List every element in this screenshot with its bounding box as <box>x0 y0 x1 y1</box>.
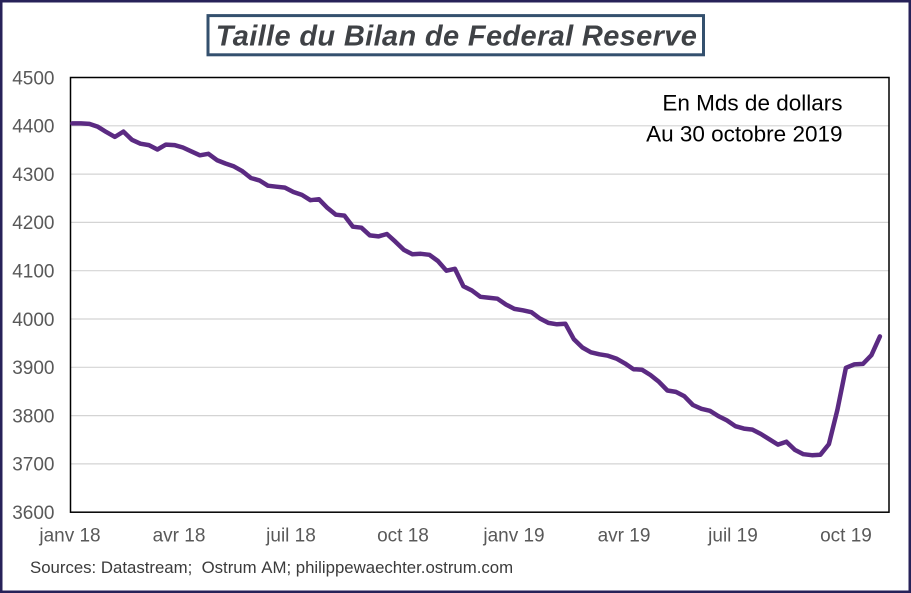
svg-text:3700: 3700 <box>12 455 54 476</box>
svg-text:juil 19: juil 19 <box>707 526 758 547</box>
svg-text:3800: 3800 <box>12 406 54 427</box>
svg-text:4200: 4200 <box>12 213 54 234</box>
svg-text:oct 18: oct 18 <box>377 526 429 547</box>
svg-text:janv 19: janv 19 <box>482 526 544 547</box>
svg-text:4100: 4100 <box>12 262 54 283</box>
svg-text:Sources: Datastream; Ostrum A: Sources: Datastream; Ostrum AM; philippe… <box>30 558 513 577</box>
svg-text:3600: 3600 <box>12 503 54 524</box>
svg-text:4400: 4400 <box>12 117 54 138</box>
svg-text:Taille du Bilan de Federal Res: Taille du Bilan de Federal Reserve <box>216 21 697 53</box>
svg-text:avr 18: avr 18 <box>153 526 206 547</box>
svg-text:janv 18: janv 18 <box>38 526 100 547</box>
svg-text:juil 18: juil 18 <box>265 526 316 547</box>
svg-text:4300: 4300 <box>12 165 54 186</box>
svg-text:En Mds de dollars: En Mds de dollars <box>662 91 842 116</box>
svg-text:4500: 4500 <box>12 68 54 89</box>
svg-text:oct 19: oct 19 <box>820 526 872 547</box>
svg-text:3900: 3900 <box>12 358 54 379</box>
svg-text:Au 30 octobre 2019: Au 30 octobre 2019 <box>646 122 842 147</box>
svg-text:avr 19: avr 19 <box>598 526 651 547</box>
svg-text:4000: 4000 <box>12 310 54 331</box>
